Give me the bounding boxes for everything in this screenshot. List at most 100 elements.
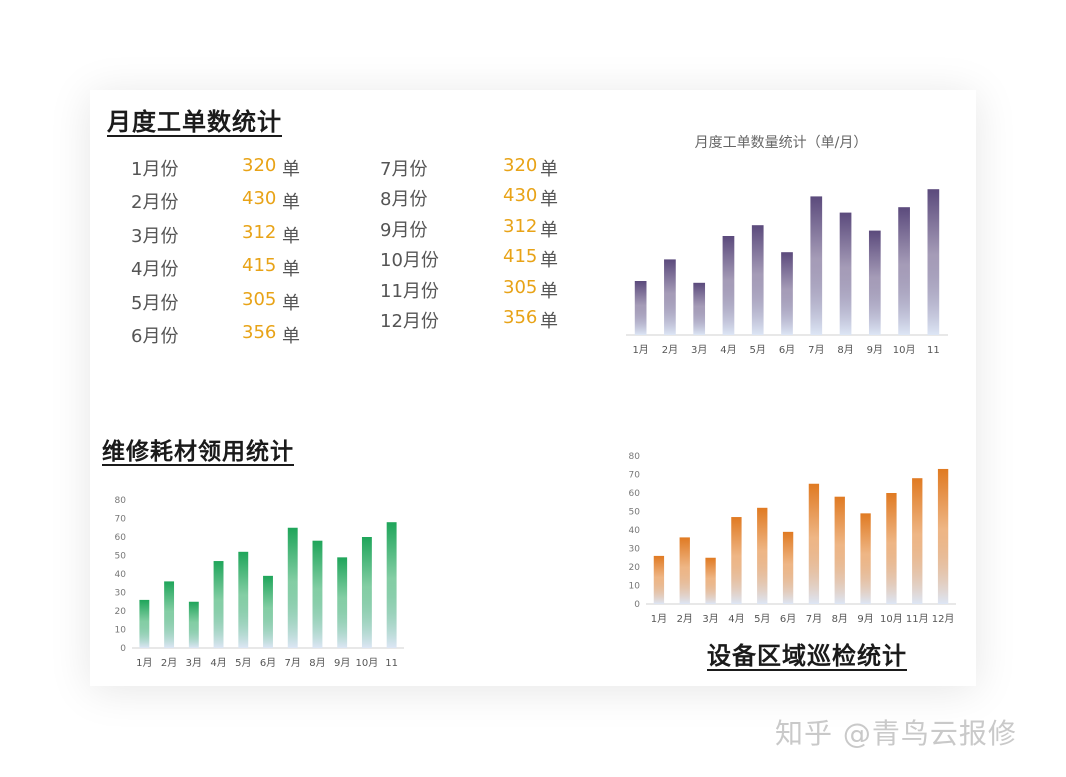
bar (361, 537, 372, 648)
month-value: 430 (503, 185, 538, 207)
inspection-chart: 0 10 20 30 40 50 60 70 80 1月 2月 3月 4月 5月 6月 7月 8月 9月 10月 11… (629, 452, 956, 625)
y-tick-label: 50 (629, 508, 641, 518)
x-tick-label: 11 (927, 345, 940, 356)
bar (731, 517, 742, 604)
work-orders-table-col2: 7月份 320 单 8月份 430 单 9月份 312 单 10月份 415 单 11月份 305 单 12月… (380, 155, 580, 345)
y-tick-label: 10 (115, 626, 127, 636)
bar (263, 575, 273, 648)
month-unit: 单 (282, 192, 300, 214)
y-tick-label: 0 (120, 644, 126, 654)
y-tick-label: 30 (629, 545, 641, 555)
month-unit: 单 (282, 292, 300, 314)
bar (722, 236, 735, 335)
bar (679, 537, 690, 604)
bar (287, 527, 298, 648)
work-orders-chart: 月度工单数量统计（单/月） 1月 2月 3月 4月 5月 6月 7月 8月 9月 10月 11 (626, 135, 948, 356)
watermark: 知乎 @青鸟云报修 (775, 717, 1017, 750)
bar (337, 557, 348, 648)
y-tick-label: 0 (634, 600, 640, 610)
month-label: 8月份 (380, 189, 428, 211)
bar (808, 483, 820, 604)
month-value: 312 (503, 215, 538, 237)
materials-chart: 0 10 20 30 40 50 60 70 80 1月 2月 3月 4月 5月 6月 7月 8月 9月 10月 11 (115, 496, 404, 669)
bar (810, 196, 823, 335)
month-unit: 单 (540, 250, 558, 272)
bar (634, 281, 647, 335)
month-value: 415 (503, 246, 538, 268)
month-value: 356 (242, 322, 277, 343)
x-tick-label: 2月 (662, 344, 678, 356)
x-tick-label: 3月 (186, 657, 202, 669)
month-label: 6月份 (131, 326, 179, 347)
bar (927, 189, 940, 335)
x-tick-label: 4月 (720, 344, 736, 356)
bar (860, 513, 871, 604)
y-tick-label: 60 (629, 489, 641, 499)
y-tick-label: 40 (115, 570, 127, 580)
bar (238, 551, 249, 648)
y-tick-label: 40 (629, 526, 641, 536)
x-tick-label: 7月 (285, 657, 301, 669)
month-value: 320 (242, 155, 277, 176)
bar (139, 599, 150, 648)
month-label: 4月份 (131, 259, 179, 281)
x-tick-label: 2月 (677, 613, 693, 625)
bar (782, 531, 794, 604)
x-tick-label: 1月 (136, 657, 152, 669)
bar (705, 557, 716, 604)
dashboard-card (90, 90, 976, 686)
y-tick-label: 10 (629, 582, 641, 592)
y-tick-label: 20 (115, 607, 127, 617)
x-tick-label: 6月 (260, 657, 276, 669)
x-tick-label: 9月 (857, 613, 873, 625)
bar (213, 561, 224, 648)
month-label: 11月份 (380, 280, 439, 302)
y-tick-label: 20 (629, 563, 641, 573)
bar (693, 282, 706, 335)
month-unit: 单 (540, 189, 558, 211)
x-tick-label: 11月 (906, 613, 929, 625)
month-label: 12月份 (380, 311, 439, 332)
y-tick-label: 70 (629, 471, 641, 481)
x-tick-label: 1月 (632, 344, 648, 356)
x-tick-label: 8月 (309, 657, 325, 669)
work-orders-title: 月度工单数统计 (107, 108, 282, 136)
y-tick-label: 50 (115, 552, 127, 562)
x-tick-label: 5月 (754, 613, 770, 625)
bar (839, 212, 852, 335)
x-tick-label: 5月 (235, 657, 251, 669)
month-unit: 单 (540, 280, 558, 302)
bar (664, 259, 676, 335)
x-tick-label: 12月 (932, 613, 955, 625)
x-tick-label: 7月 (808, 344, 824, 356)
x-tick-label: 10月 (880, 613, 903, 625)
month-label: 1月份 (131, 159, 179, 180)
y-tick-label: 80 (115, 496, 127, 506)
x-tick-label: 3月 (702, 613, 718, 625)
y-tick-label: 30 (115, 589, 127, 599)
y-tick-label: 60 (115, 533, 127, 543)
y-tick-label: 80 (629, 452, 641, 462)
bar (188, 601, 199, 648)
materials-title: 维修耗材领用统计 (102, 439, 294, 465)
month-value: 430 (242, 188, 277, 210)
x-tick-label: 6月 (780, 613, 796, 625)
month-label: 2月份 (131, 192, 179, 214)
month-unit: 单 (540, 159, 558, 180)
month-label: 5月份 (131, 292, 179, 314)
x-tick-label: 11 (385, 658, 398, 669)
bar (312, 540, 323, 648)
bar (886, 493, 897, 604)
x-tick-label: 3月 (691, 344, 707, 356)
month-unit: 单 (282, 259, 300, 281)
x-tick-label: 4月 (210, 657, 226, 669)
x-tick-label: 10月 (356, 657, 379, 669)
work-orders-table-col1: 1月份 320 单 2月份 430 单 3月份 312 单 4月份 415 单 5月份 305 单 6月份 35… (131, 155, 331, 355)
bar (653, 555, 665, 604)
bar (898, 207, 910, 335)
x-tick-label: 8月 (837, 344, 853, 356)
month-unit: 单 (282, 326, 300, 347)
month-label: 7月份 (380, 159, 428, 180)
month-unit: 单 (540, 311, 558, 332)
month-value: 320 (503, 155, 538, 176)
